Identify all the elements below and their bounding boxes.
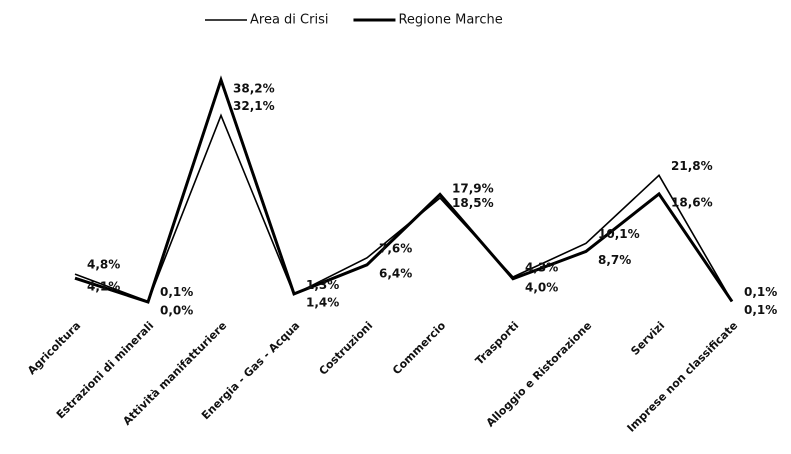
data-label: 4,0%	[525, 280, 558, 294]
data-label: 17,9%	[452, 181, 494, 195]
data-label: 18,6%	[671, 195, 713, 209]
series-line	[74, 75, 734, 304]
data-label: 1,4%	[306, 295, 339, 309]
data-label: 38,2%	[233, 82, 275, 96]
data-label: 0,1%	[160, 285, 193, 299]
x-tick-label: Trasporti	[473, 319, 521, 367]
data-label: 8,7%	[598, 253, 631, 267]
data-label: 0,0%	[160, 304, 193, 318]
data-label: 4,3%	[525, 261, 558, 275]
data-label: 7,6%	[379, 241, 412, 255]
data-label: 21,8%	[671, 159, 713, 173]
data-label: 0,1%	[744, 303, 777, 317]
legend-label: Area di Crisi	[250, 13, 328, 28]
x-tick-label: Servizi	[628, 319, 667, 358]
data-label: 6,4%	[379, 266, 412, 280]
x-tick-label: Costruzioni	[317, 319, 376, 378]
legend-label: Regione Marche	[398, 13, 502, 28]
data-label: 0,1%	[744, 285, 777, 299]
data-label: 4,1%	[87, 280, 120, 294]
x-tick-label: Agricoltura	[25, 319, 83, 377]
data-label: 18,5%	[452, 196, 494, 210]
data-label: 4,8%	[87, 258, 120, 272]
data-label: 1,3%	[306, 278, 339, 292]
data-label: 32,1%	[233, 99, 275, 113]
data-label: 10,1%	[598, 227, 640, 241]
x-tick-label: Commercio	[390, 319, 448, 377]
